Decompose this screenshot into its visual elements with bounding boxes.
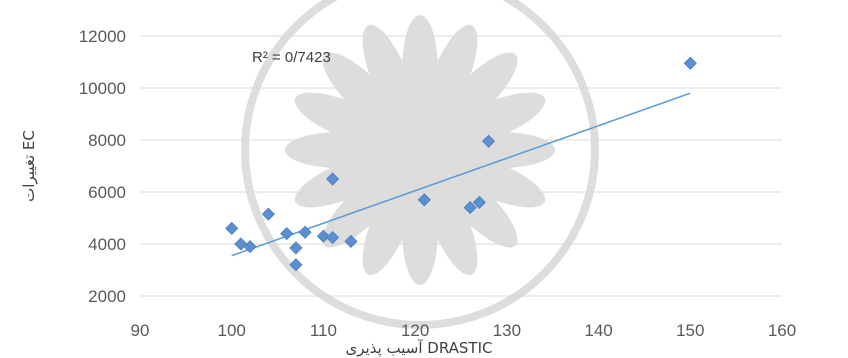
- y-tick-label: 2000: [88, 287, 126, 306]
- y-tick-label: 12000: [79, 27, 126, 46]
- watermark-center: [392, 122, 448, 178]
- data-point: [289, 241, 303, 255]
- x-tick-label: 90: [131, 321, 150, 340]
- watermark-petal: [362, 172, 417, 276]
- data-point: [472, 195, 486, 209]
- watermark-petal: [445, 132, 555, 168]
- x-tick-label: 150: [676, 321, 704, 340]
- data-point: [344, 234, 358, 248]
- data-point: [234, 237, 248, 251]
- x-axis-ticks: 90 100 110 120 130 140 150 160: [131, 321, 797, 340]
- watermark-petal: [402, 175, 438, 285]
- watermark-petal: [402, 15, 438, 125]
- data-point: [463, 201, 477, 215]
- watermark-petal: [294, 153, 398, 208]
- watermark-petal: [423, 172, 478, 276]
- x-tick-label: 100: [218, 321, 246, 340]
- gridlines: [140, 35, 782, 297]
- x-tick-label: 120: [401, 321, 429, 340]
- watermark-ring: [241, 0, 599, 329]
- y-tick-label: 4000: [88, 235, 126, 254]
- x-axis-title: آسیب پذیری DRASTIC: [346, 339, 493, 358]
- watermark-petal: [294, 92, 398, 147]
- data-points: [225, 56, 697, 272]
- watermark-petal: [322, 165, 405, 248]
- x-tick-label: 140: [584, 321, 612, 340]
- y-tick-label: 6000: [88, 183, 126, 202]
- watermark-ornament: [241, 0, 599, 329]
- watermark-petal: [442, 92, 546, 147]
- y-axis-ticks: 2000 4000 6000 8000 10000 12000: [79, 27, 126, 306]
- watermark-petal: [435, 52, 518, 135]
- y-axis-title: تغییرات EC: [20, 130, 38, 202]
- data-point: [316, 229, 330, 243]
- watermark-petal: [322, 52, 405, 135]
- r-squared-label: R² = 0/7423: [252, 49, 331, 66]
- x-tick-label: 160: [768, 321, 796, 340]
- data-point: [225, 221, 239, 235]
- data-point: [280, 227, 294, 241]
- trendline: [231, 92, 691, 257]
- x-tick-label: 110: [310, 321, 337, 340]
- data-point: [243, 240, 257, 254]
- watermark-petal: [435, 165, 518, 248]
- data-point: [417, 193, 431, 207]
- watermark-petal: [423, 24, 478, 128]
- x-tick-label: 130: [493, 321, 521, 340]
- watermark-petal: [285, 132, 395, 168]
- data-point: [289, 258, 303, 272]
- data-point: [326, 172, 340, 186]
- data-point: [326, 230, 340, 245]
- data-point: [298, 225, 312, 239]
- data-point: [683, 56, 697, 70]
- watermark-petal: [362, 24, 417, 128]
- data-point: [261, 207, 275, 221]
- watermark-petal: [442, 153, 546, 208]
- y-tick-label: 10000: [79, 79, 126, 98]
- data-point: [481, 134, 496, 148]
- y-tick-label: 8000: [88, 131, 126, 150]
